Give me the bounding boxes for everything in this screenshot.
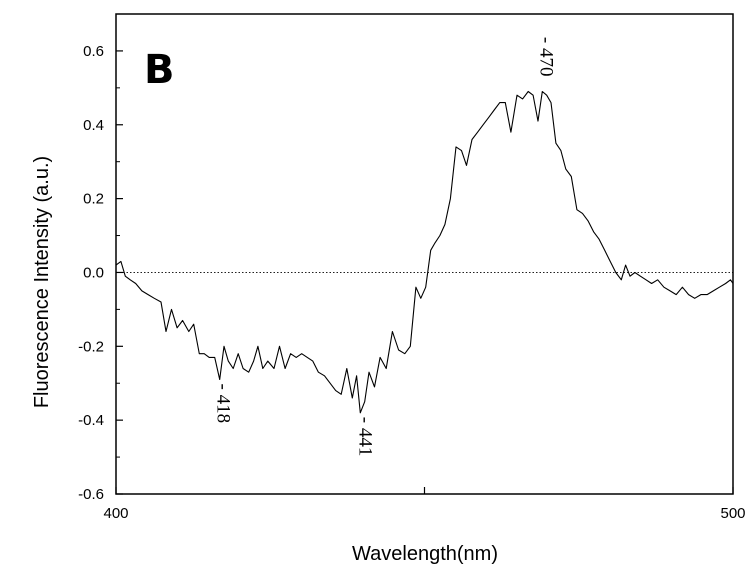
x-axis-title: Wavelength(nm) xyxy=(352,543,498,565)
y-tick-label: -0.4 xyxy=(78,412,104,429)
peak-annotations: - 418 - 441 - 470 xyxy=(212,37,556,456)
y-tick-label: 0.2 xyxy=(83,191,104,208)
panel-label: B xyxy=(144,47,175,93)
y-tick-label: 0.4 xyxy=(83,117,104,134)
x-tick-label: 500 xyxy=(720,505,745,522)
y-tick-label: -0.6 xyxy=(78,486,104,503)
peak-label: - 441 xyxy=(354,417,375,457)
axis-tick-labels: -0.6 -0.4 -0.2 0.0 0.2 0.4 0.6 400 500 xyxy=(78,43,745,522)
plot-frame xyxy=(115,13,734,495)
y-tick-label: 0.0 xyxy=(83,264,104,281)
axis-ticks xyxy=(115,50,734,495)
peak-label: - 470 xyxy=(536,37,557,77)
series-group xyxy=(115,90,734,414)
peak-label: - 418 xyxy=(212,384,233,424)
series-line xyxy=(115,90,734,414)
plot-border xyxy=(115,13,734,495)
y-axis-title: Fluorescence Intensity (a.u.) xyxy=(31,156,53,408)
y-tick-label: 0.6 xyxy=(83,43,104,60)
y-tick-label: -0.2 xyxy=(78,338,104,355)
x-tick-label: 400 xyxy=(103,505,128,522)
